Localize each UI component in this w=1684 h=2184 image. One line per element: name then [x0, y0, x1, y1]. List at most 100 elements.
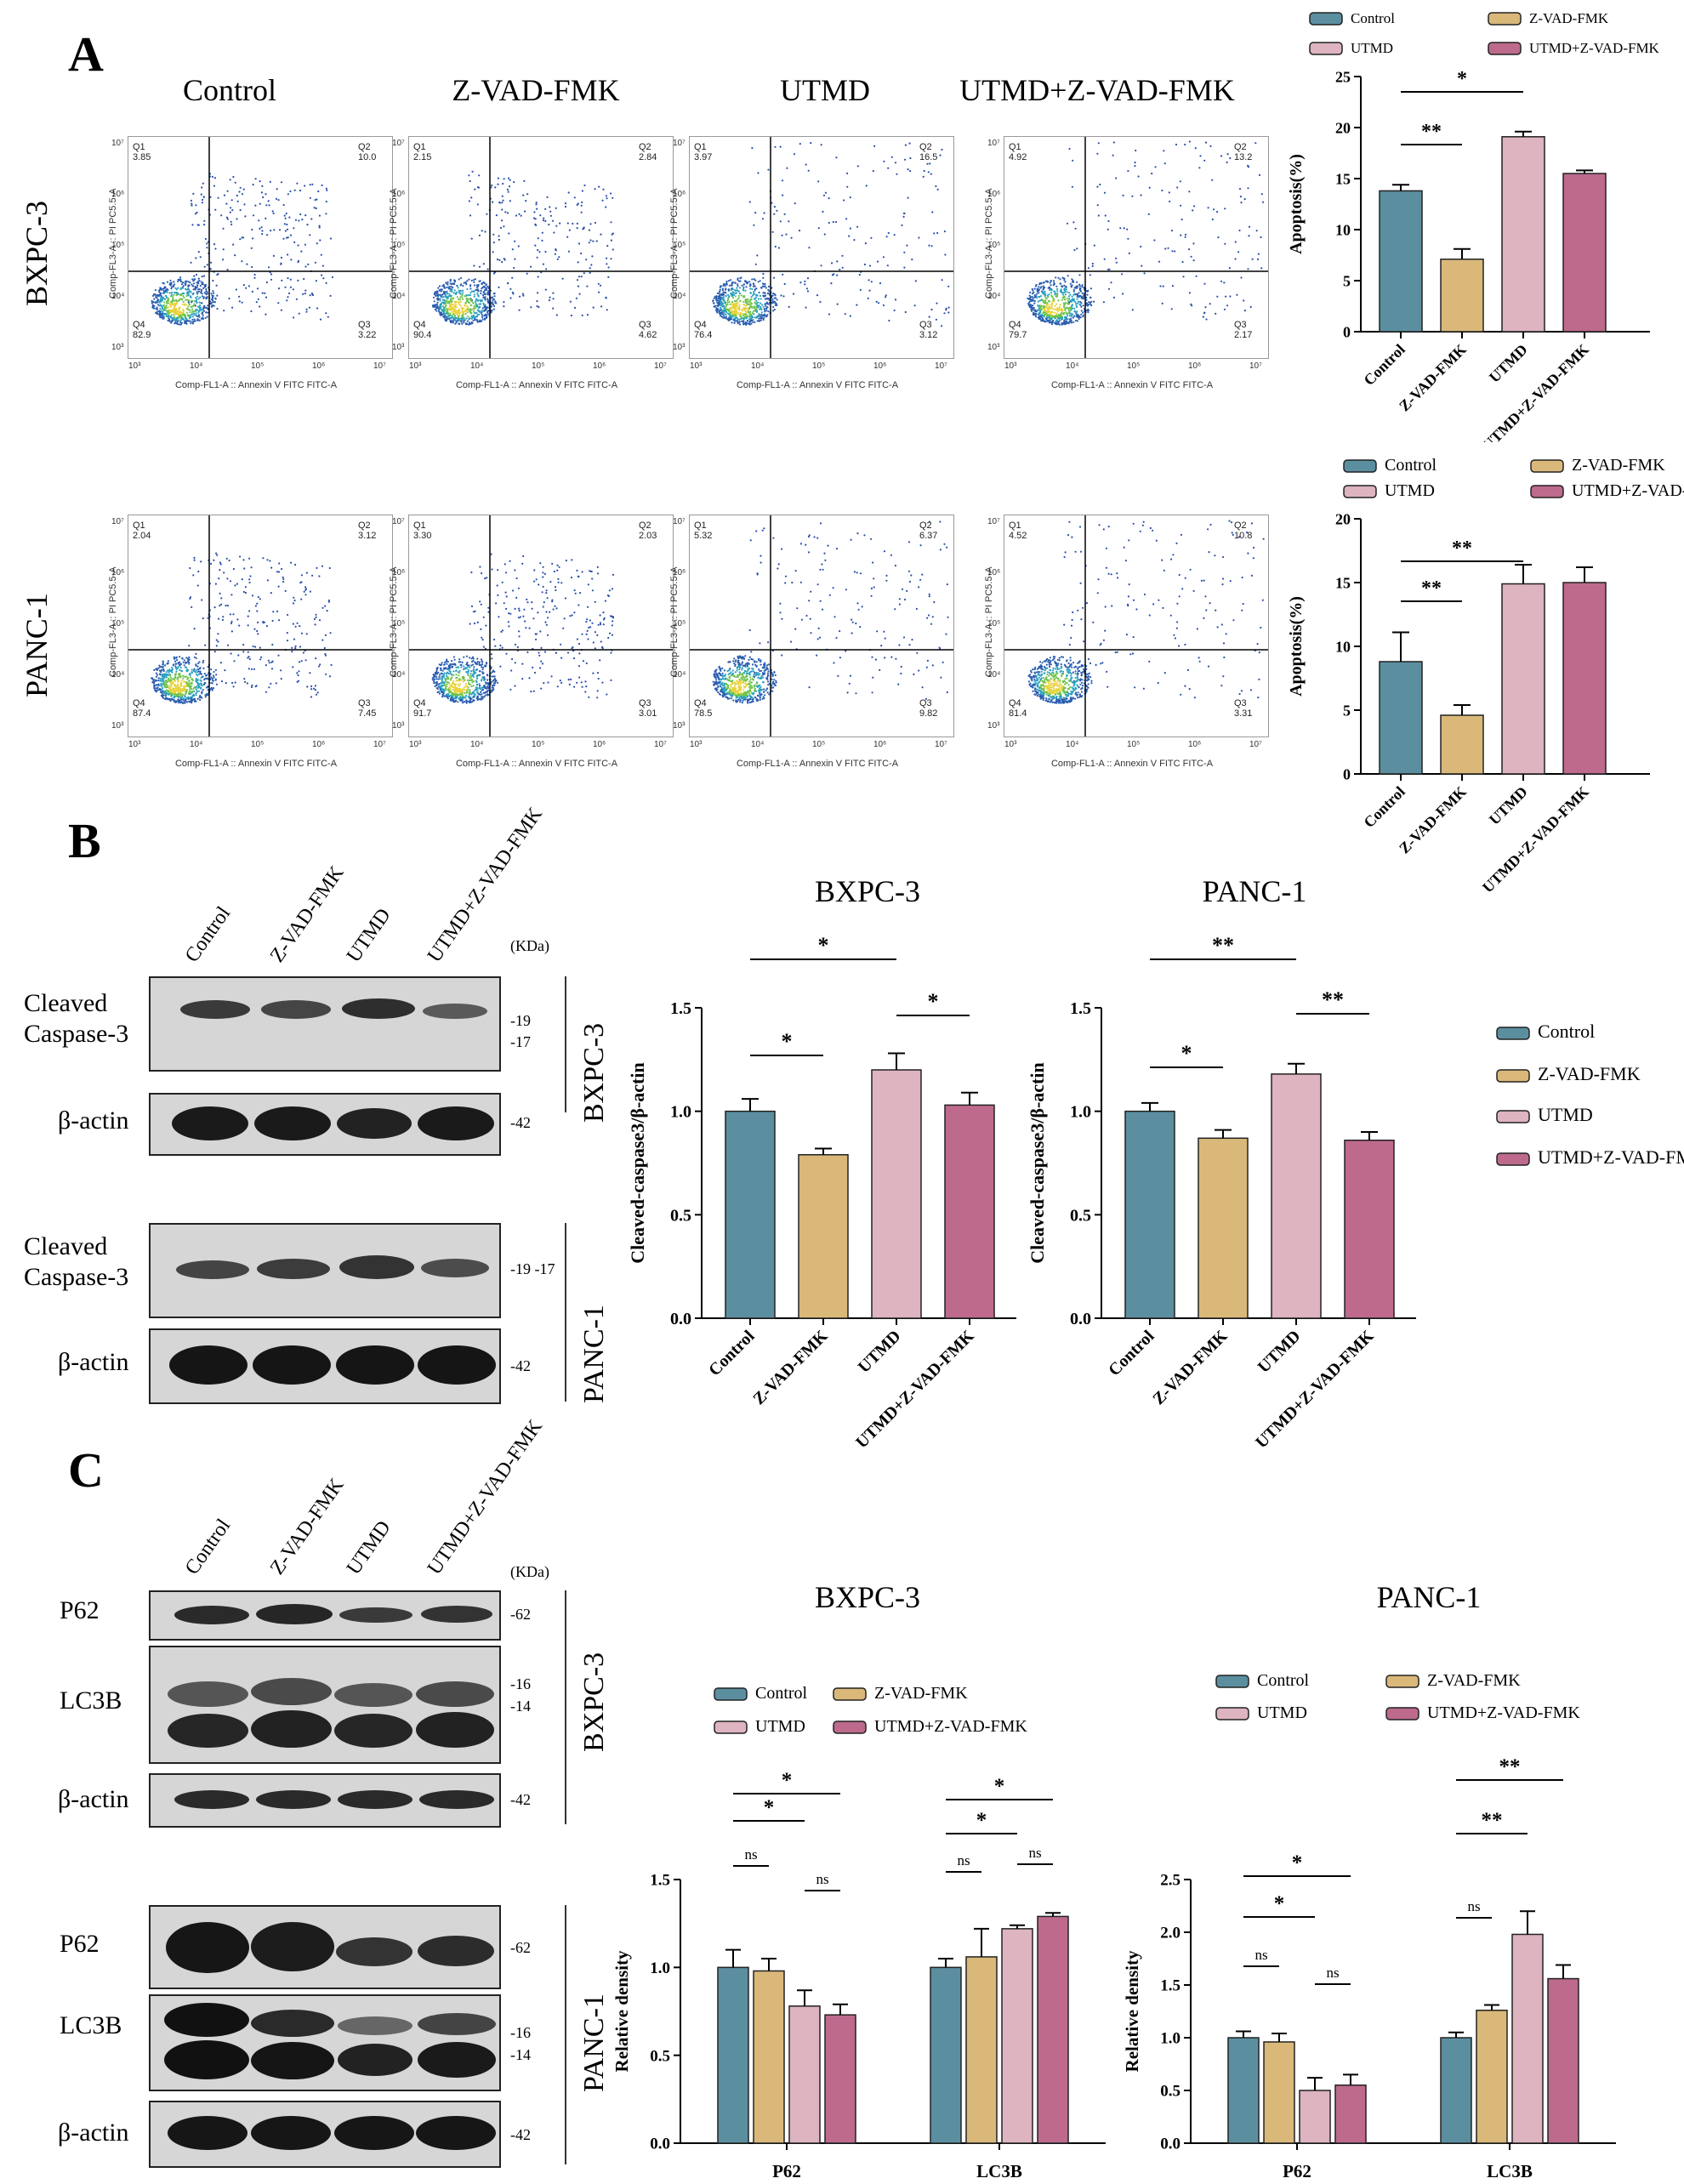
kda-label: (KDa): [510, 937, 549, 954]
quadrant-value: 3.85: [133, 152, 151, 162]
axis-tick: 10⁵: [392, 241, 406, 250]
chart-title: BXPC-3: [815, 1580, 920, 1614]
flow-x-axis-label: Comp-FL1-A :: Annexin V FITC FITC-A: [455, 759, 618, 769]
significance-label: *: [1181, 1041, 1192, 1066]
lane-label: UTMD: [342, 1516, 395, 1579]
legend-swatch: [1385, 1707, 1419, 1720]
bar: [1344, 1139, 1395, 1319]
axis-tick: 10⁶: [987, 568, 1001, 577]
bar: [788, 2005, 821, 2144]
axis-tick: 10⁷: [987, 139, 1000, 148]
axis-tick: 10⁴: [470, 740, 484, 749]
axis-tick: 10⁷: [392, 517, 405, 526]
quadrant-label: Q3 3.12: [919, 320, 938, 340]
legend-swatch: [1215, 1707, 1249, 1720]
quadrant-label: Q3 7.45: [358, 698, 377, 719]
axis-tick: 10⁷: [673, 517, 686, 526]
flow-y-axis-label: Comp-FL3-A :: PI PC5.5-A: [389, 188, 399, 299]
bar: [1476, 2010, 1508, 2144]
legend-swatch: [714, 1720, 748, 1734]
flow-plot: Q1 3.30 Q2 2.03 Q3 3.01 Q4 91.7 10⁷ 10⁶ 10⁵ 10⁴ 10³ 1…: [389, 515, 674, 769]
x-tick-label: UTMD: [855, 1327, 905, 1377]
marker-62: -62: [510, 1606, 531, 1623]
bar: [753, 1970, 785, 2144]
legend-label: Control: [1257, 1671, 1310, 1690]
significance-label: *: [976, 1809, 987, 1832]
bar: [1271, 1073, 1322, 1319]
flow-y-axis-label: Comp-FL3-A :: PI PC5.5-A: [984, 188, 994, 299]
chart-apoptosis-panc1: 0 5 10 15 20 Apoptosis(%) Control Z-VAD-FMK UTMD…: [1287, 456, 1684, 893]
bar: [1511, 1933, 1544, 2144]
blot-actin-panc1: [149, 1328, 501, 1404]
quadrant-label: Q1 3.85: [133, 142, 151, 162]
legend-swatch: [1530, 485, 1564, 498]
y-tick-label: 0.0: [650, 2136, 670, 2153]
x-tick-label: UTMD: [1254, 1327, 1305, 1377]
blot-lc3b-panc1: [149, 1994, 501, 2091]
y-tick-label: 1.5: [650, 1872, 670, 1890]
legend-label: UTMD+Z-VAD-FMK: [874, 1717, 1027, 1736]
y-tick-label: 0.0: [1160, 2136, 1181, 2153]
significance-label: ns: [1028, 1845, 1041, 1861]
quadrant-value: 2.03: [639, 531, 657, 541]
chart-title: PANC-1: [1203, 874, 1307, 908]
axis-tick: 10⁴: [392, 292, 406, 301]
blot-side-label-bxpc3: BXPC-3: [578, 1022, 610, 1123]
bar: [1562, 173, 1607, 333]
quadrant-label: Q2 2.03: [639, 520, 657, 541]
quadrant-value: 81.4: [1009, 708, 1027, 719]
flow-x-axis-label: Comp-FL1-A :: Annexin V FITC FITC-A: [174, 759, 338, 769]
axis-tick: 10⁶: [1188, 740, 1202, 749]
y-tick-label: 0.0: [1070, 1310, 1091, 1328]
axis-tick: 10³: [1004, 740, 1017, 749]
quadrant-label: Q4 87.4: [133, 698, 151, 719]
blot-label-p62: P62: [60, 1930, 100, 1958]
y-tick-label: 0: [1343, 765, 1351, 782]
chart-title: PANC-1: [1377, 1580, 1482, 1614]
y-tick-label: 0.5: [1160, 2083, 1181, 2101]
x-tick-label: Z-VAD-FMK: [749, 1327, 832, 1409]
axis-tick: 10⁷: [111, 139, 124, 148]
y-tick-label: 5: [1343, 272, 1351, 289]
blot-side-label-bxpc3-c: BXPC-3: [578, 1652, 610, 1752]
y-axis-label: Apoptosis(%): [1287, 154, 1306, 254]
flow-plot: Q1 5.32 Q2 6.37 Q3 9.82 Q4 78.5 10⁷ 10⁶ 10⁵ 10⁴ 10³ 1…: [669, 515, 954, 769]
quadrant-label: Q4 90.4: [413, 320, 432, 340]
blot-actin-panc1-c: [149, 2101, 501, 2168]
bar: [798, 1154, 849, 1319]
blot-cleaved-caspase3-bxpc3: [149, 976, 501, 1072]
axis-tick: 10⁴: [1066, 361, 1079, 371]
flow-y-axis-label: Comp-FL3-A :: PI PC5.5-A: [669, 566, 680, 677]
chart-apoptosis-bxpc3: 0 5 10 15 20 25 Apoptosis(%) Control Z-VAD-FMK UT…: [1287, 10, 1660, 442]
axis-tick: 10⁵: [987, 619, 1001, 628]
legend-label: Control: [755, 1684, 808, 1703]
marker-19-17: -19 -17: [510, 1260, 555, 1277]
flow-x-axis-label: Comp-FL1-A :: Annexin V FITC FITC-A: [455, 380, 618, 390]
axis-tick: 10⁵: [532, 361, 545, 371]
legend-swatch: [1496, 1069, 1530, 1083]
quadrant-label: Q3 4.62: [639, 320, 657, 340]
axis-tick: 10³: [409, 740, 422, 749]
blot-label-cleaved-caspase3: Cleaved Caspase-3: [24, 989, 129, 1048]
x-tick-label: UTMD+Z-VAD-FMK: [852, 1327, 978, 1453]
flow-y-axis-label: Comp-FL3-A :: PI PC5.5-A: [389, 566, 399, 677]
blot-p62-panc1: [149, 1905, 501, 1989]
axis-tick: 10⁷: [673, 139, 686, 148]
flow-x-axis-label: Comp-FL1-A :: Annexin V FITC FITC-A: [1050, 759, 1214, 769]
quadrant-value: 4.62: [639, 330, 657, 340]
quadrant-value: 4.92: [1009, 152, 1027, 162]
y-axis-label: Apoptosis(%): [1287, 596, 1306, 697]
chart-relative-density-panc1: PANC-1 0.0 0.5 1.0 1.5 2.0 2.5 Relative density…: [1123, 1580, 1616, 2181]
axis-tick: 10⁶: [111, 568, 125, 577]
axis-tick: 10⁵: [812, 361, 826, 371]
quadrant-label: Q2 2.84: [639, 142, 657, 162]
blot-lc3b-bxpc3: [149, 1646, 501, 1764]
axis-tick: 10⁶: [873, 740, 887, 749]
axis-tick: 10⁵: [987, 241, 1001, 250]
legend-swatch: [1496, 1110, 1530, 1123]
axis-tick: 10³: [111, 343, 124, 352]
flow-y-axis-label: Comp-FL3-A :: PI PC5.5-A: [108, 566, 118, 677]
quadrant-label: Q1 3.97: [694, 142, 713, 162]
blot-label-lc3b: LC3B: [60, 1686, 122, 1715]
axis-tick: 10⁶: [111, 190, 125, 199]
